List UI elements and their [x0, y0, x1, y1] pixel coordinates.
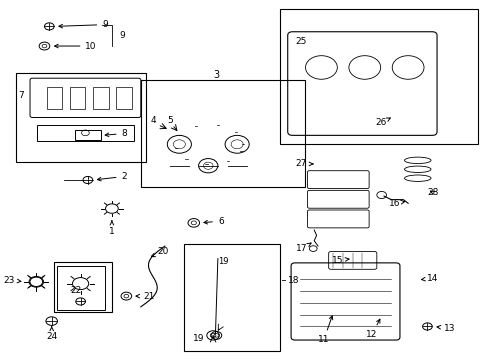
Bar	[37, 125, 133, 141]
Text: 21: 21	[136, 292, 154, 301]
Text: 27: 27	[295, 159, 312, 168]
Bar	[280, 9, 477, 144]
Bar	[54, 262, 112, 312]
Text: 14: 14	[421, 274, 438, 283]
Text: 7: 7	[18, 91, 24, 100]
Text: 19: 19	[192, 334, 204, 343]
Bar	[47, 87, 62, 109]
Bar	[70, 87, 85, 109]
Text: 16: 16	[388, 199, 404, 208]
Bar	[57, 266, 104, 310]
Bar	[75, 130, 101, 140]
Text: 24: 24	[46, 327, 57, 341]
Text: 23: 23	[3, 275, 21, 284]
Text: 9: 9	[120, 31, 125, 40]
Text: 22: 22	[70, 285, 81, 294]
Bar	[141, 80, 304, 187]
Text: 12: 12	[366, 319, 379, 339]
Text: 3: 3	[213, 70, 219, 80]
Text: 9: 9	[59, 20, 108, 29]
Bar	[184, 244, 280, 351]
Text: 8: 8	[105, 129, 127, 138]
Text: 13: 13	[436, 324, 455, 333]
Text: 19: 19	[218, 257, 228, 266]
Text: 5: 5	[167, 116, 173, 125]
Text: 6: 6	[203, 217, 223, 226]
Text: 4: 4	[150, 116, 156, 125]
Text: 10: 10	[55, 41, 97, 50]
Text: 17: 17	[296, 243, 310, 253]
Bar	[16, 73, 145, 162]
Text: 1: 1	[109, 221, 115, 235]
Bar	[93, 87, 108, 109]
Text: 2: 2	[97, 172, 127, 181]
Bar	[116, 87, 131, 109]
Text: 28: 28	[427, 188, 438, 197]
Text: 26: 26	[374, 118, 389, 127]
Text: 25: 25	[294, 37, 305, 46]
Text: 18: 18	[287, 275, 299, 284]
Text: 20: 20	[151, 247, 169, 257]
Text: 15: 15	[331, 256, 348, 265]
Text: 11: 11	[317, 316, 332, 345]
